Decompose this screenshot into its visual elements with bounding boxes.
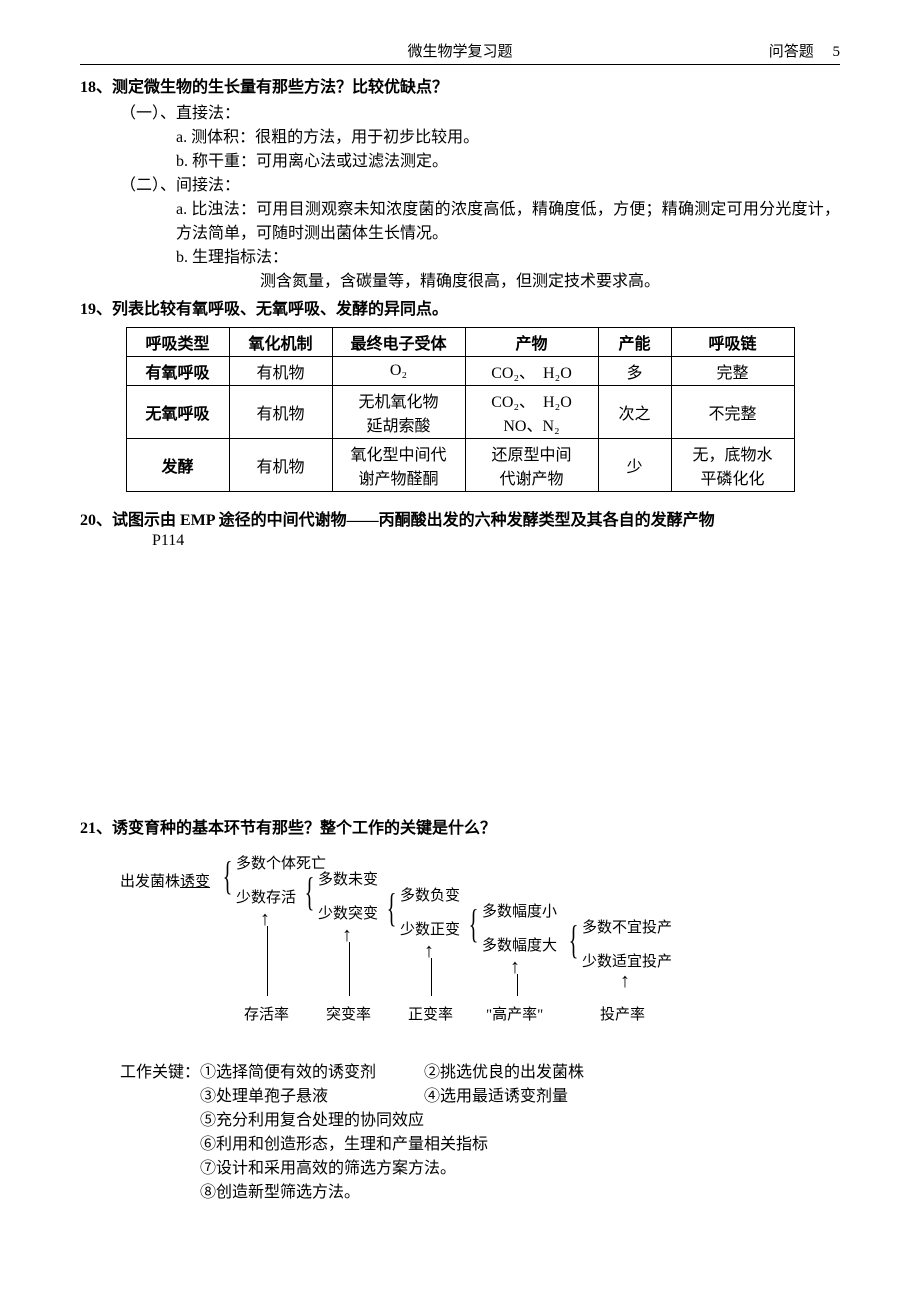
header-section: 问答题 — [769, 44, 814, 60]
keys-label: 工作关键： — [120, 1064, 200, 1081]
th-type: 呼吸类型 — [126, 328, 229, 357]
node-fit: 少数适宜投产 — [582, 950, 672, 971]
node-induce-label: 诱变 — [180, 874, 210, 890]
cell: 有氧呼吸 — [126, 357, 229, 386]
node-start-label: 出发菌株 — [120, 874, 180, 890]
q18-s2a: a. 比浊法：可用目测观察未知浓度菌的浓度高低，精确度低，方便；精确测定可用分光… — [176, 195, 840, 243]
rate-mutate: 突变率 — [326, 1003, 371, 1024]
arrow-up-icon: ↑ — [620, 970, 630, 993]
rate-high: "高产率" — [486, 1003, 543, 1024]
node-alive: 少数存活 — [236, 886, 296, 907]
cell: 有机物 — [229, 386, 332, 439]
q18-s1a: a. 测体积：很粗的方法，用于初步比较用。 — [176, 123, 840, 147]
brace-icon: { — [223, 856, 233, 896]
node-start: 出发菌株诱变 — [120, 870, 210, 891]
key-item: ⑧创造新型筛选方法。 — [200, 1178, 840, 1202]
key-item: ①选择简便有效的诱变剂 ②挑选优良的出发菌株 — [200, 1064, 584, 1081]
th-energy: 产能 — [598, 328, 671, 357]
header-title: 微生物学复习题 — [80, 40, 840, 61]
rate-survive: 存活率 — [244, 1003, 289, 1024]
arrow-line — [349, 942, 350, 996]
brace-icon: { — [569, 920, 579, 960]
arrow-up-icon: ↑ — [510, 956, 520, 979]
arrow-up-icon: ↑ — [424, 940, 434, 963]
q18-s2: （二）、间接法： — [120, 171, 840, 195]
q18-s1b: b. 称干重：可用离心法或过滤法测定。 — [176, 147, 840, 171]
key-item: ⑦设计和采用高效的筛选方案方法。 — [200, 1154, 840, 1178]
arrow-line — [267, 926, 268, 996]
cell: 有机物 — [229, 439, 332, 492]
node-small: 多数幅度小 — [482, 900, 557, 921]
th-product: 产物 — [465, 328, 598, 357]
rate-prod: 投产率 — [600, 1003, 645, 1024]
q19-table: 呼吸类型 氧化机制 最终电子受体 产物 产能 呼吸链 有氧呼吸 有机物 O₂ C… — [126, 327, 795, 492]
q20-ref: P114 — [152, 532, 840, 550]
th-acceptor: 最终电子受体 — [332, 328, 465, 357]
q19-heading: 19、列表比较有氧呼吸、无氧呼吸、发酵的异同点。 — [80, 295, 840, 319]
key-item: ⑥利用和创造形态，生理和产量相关指标 — [200, 1130, 840, 1154]
blank-space — [80, 550, 840, 810]
cell: CO₂、 H₂O NO、N₂ — [465, 386, 598, 439]
page-header: 微生物学复习题 问答题 5 — [80, 40, 840, 65]
th-mech: 氧化机制 — [229, 328, 332, 357]
cell: 发酵 — [126, 439, 229, 492]
key-item: ③处理单孢子悬液 ④选用最适诱变剂量 — [200, 1082, 840, 1106]
cell: 无机氧化物 延胡索酸 — [332, 386, 465, 439]
q18-heading: 18、测定微生物的生长量有那些方法？比较优缺点？ — [80, 73, 840, 97]
node-neg: 多数负变 — [400, 884, 460, 905]
node-nochange: 多数未变 — [318, 868, 378, 889]
header-pageno: 5 — [833, 44, 841, 60]
brace-icon: { — [387, 888, 397, 928]
cell: 还原型中间 代谢产物 — [465, 439, 598, 492]
node-mutate: 少数突变 — [318, 902, 378, 923]
table-row: 无氧呼吸 有机物 无机氧化物 延胡索酸 CO₂、 H₂O NO、N₂ 次之 不完… — [126, 386, 794, 439]
brace-icon: { — [469, 904, 479, 944]
q18-s2b: b. 生理指标法： — [176, 243, 840, 267]
header-right: 问答题 5 — [769, 40, 840, 61]
cell: 无氧呼吸 — [126, 386, 229, 439]
arrow-line — [517, 974, 518, 996]
rate-pos: 正变率 — [408, 1003, 453, 1024]
th-chain: 呼吸链 — [671, 328, 794, 357]
cell: 多 — [598, 357, 671, 386]
q18-s1: （一）、直接法： — [120, 99, 840, 123]
key-item: ⑤充分利用复合处理的协同效应 — [200, 1106, 840, 1130]
q18-s2b-detail: 测含氮量，含碳量等，精确度很高，但测定技术要求高。 — [260, 267, 840, 291]
arrow-up-icon: ↑ — [260, 908, 270, 931]
cell: 完整 — [671, 357, 794, 386]
cell: 无，底物水 平磷化化 — [671, 439, 794, 492]
q21-keys: 工作关键：①选择简便有效的诱变剂 ②挑选优良的出发菌株 — [120, 1058, 840, 1082]
arrow-line — [431, 958, 432, 996]
table-header-row: 呼吸类型 氧化机制 最终电子受体 产物 产能 呼吸链 — [126, 328, 794, 357]
table-row: 有氧呼吸 有机物 O₂ CO₂、 H₂O 多 完整 — [126, 357, 794, 386]
node-unfit: 多数不宜投产 — [582, 916, 672, 937]
q21-heading: 21、诱变育种的基本环节有那些？整个工作的关键是什么？ — [80, 814, 840, 838]
cell: 少 — [598, 439, 671, 492]
q20-heading: 20、试图示由 EMP 途径的中间代谢物——丙酮酸出发的六种发酵类型及其各自的发… — [80, 506, 840, 530]
cell: O₂ — [332, 357, 465, 386]
node-pos: 少数正变 — [400, 918, 460, 939]
cell: CO₂、 H₂O — [465, 357, 598, 386]
cell: 有机物 — [229, 357, 332, 386]
node-big: 多数幅度大 — [482, 934, 557, 955]
cell: 次之 — [598, 386, 671, 439]
table-row: 发酵 有机物 氧化型中间代 谢产物醛酮 还原型中间 代谢产物 少 无，底物水 平… — [126, 439, 794, 492]
cell: 不完整 — [671, 386, 794, 439]
cell: 氧化型中间代 谢产物醛酮 — [332, 439, 465, 492]
brace-icon: { — [305, 872, 315, 912]
q21-diagram: 出发菌株诱变 { 多数个体死亡 少数存活 { 多数未变 少数突变 { 多数负变 … — [120, 848, 840, 1048]
arrow-up-icon: ↑ — [342, 924, 352, 947]
